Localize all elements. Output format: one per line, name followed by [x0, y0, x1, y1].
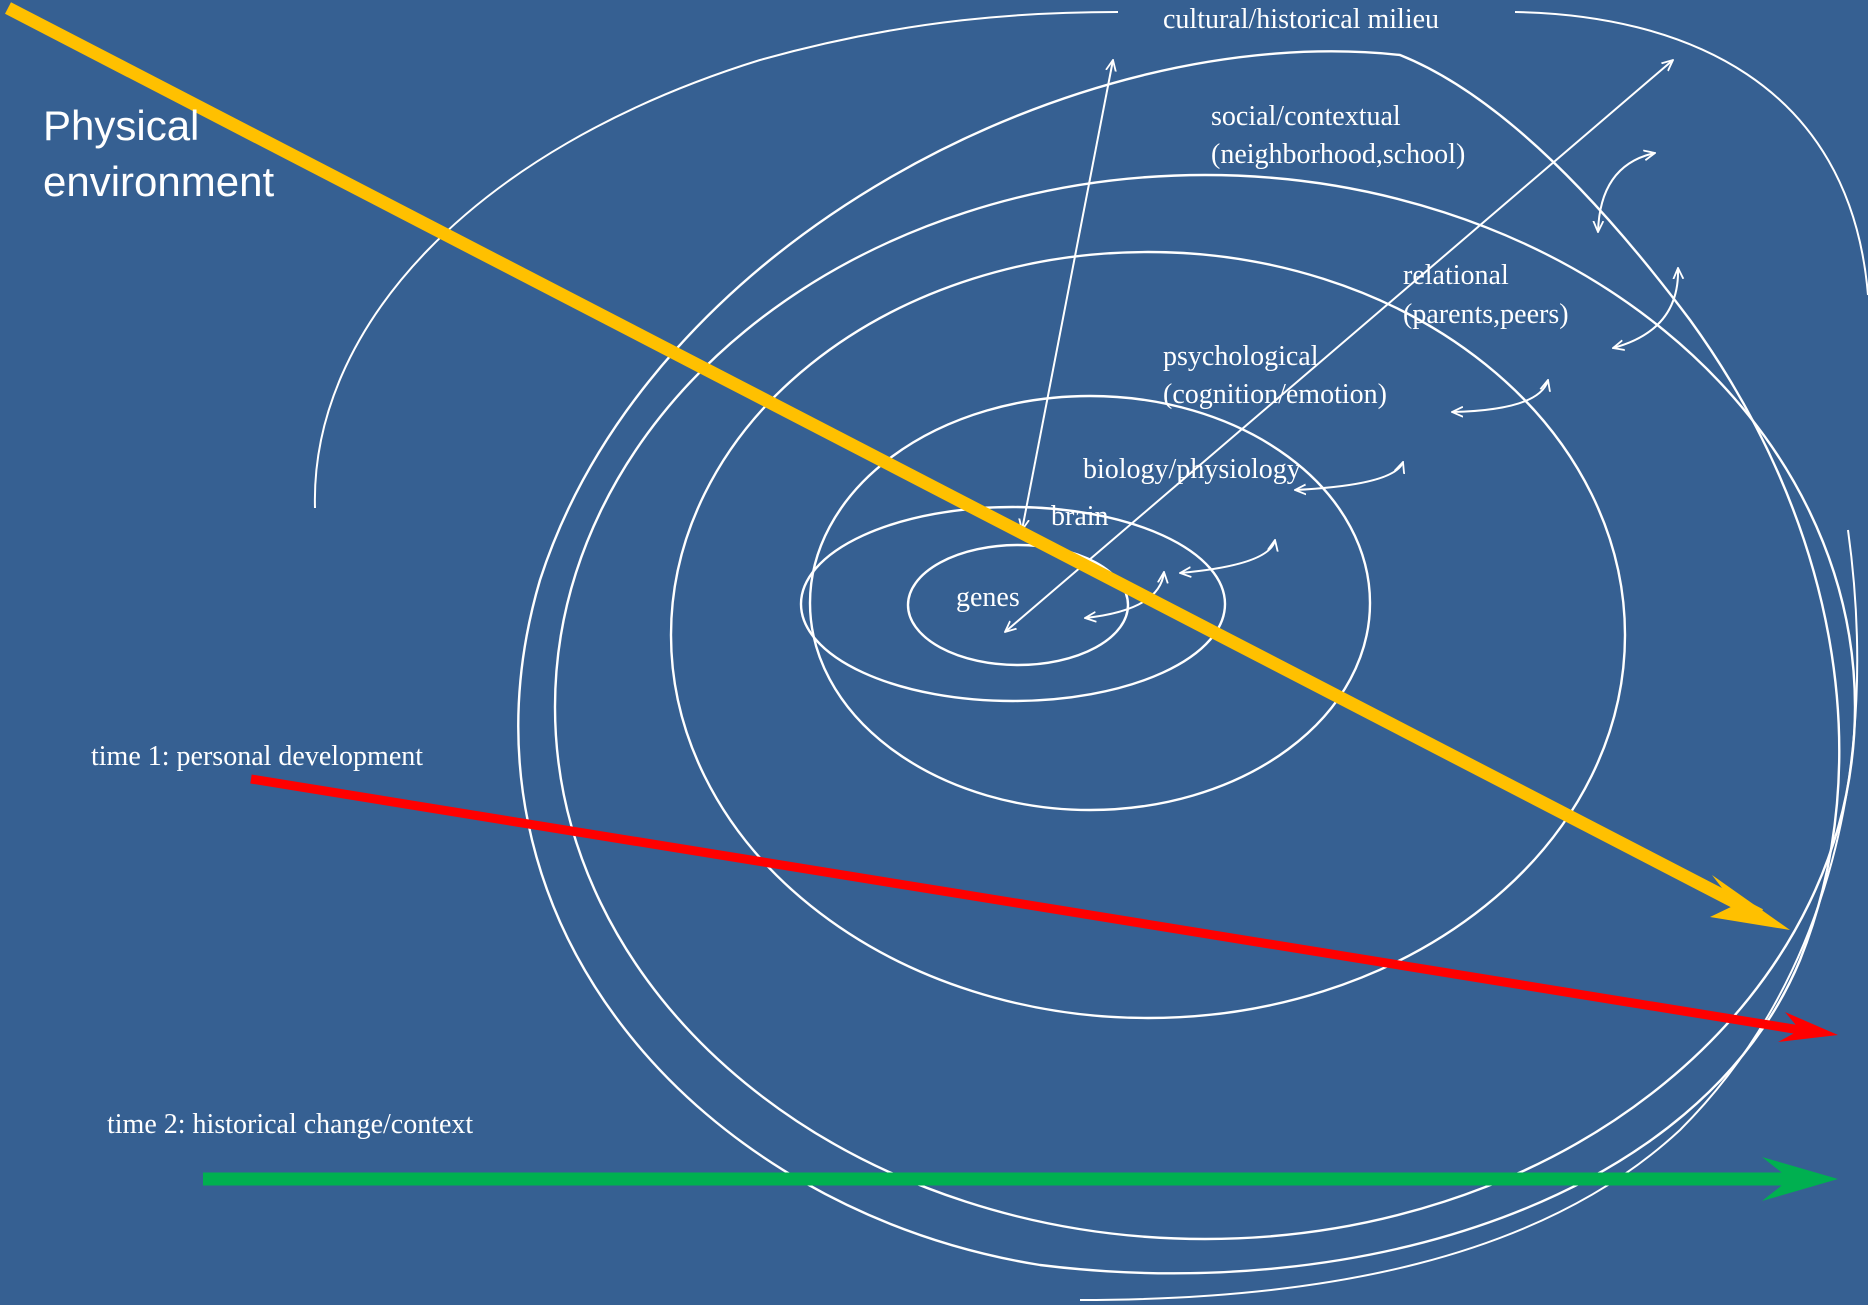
label-social-line2: (neighborhood,school)	[1211, 139, 1465, 170]
label-brain: brain	[1051, 501, 1109, 532]
label-physical-line2: environment	[43, 158, 274, 205]
system-rings	[517, 50, 1857, 1275]
level-interaction-arrows	[1085, 153, 1678, 618]
cultural-milieu-arc-right	[1514, 11, 1868, 296]
label-relational-line2: (parents,peers)	[1403, 299, 1569, 330]
interaction-arrow-brain-biology	[1180, 540, 1275, 573]
ring-social	[517, 50, 1841, 1275]
physical-arrow-shaft	[5, 2, 1763, 921]
label-psychological-line1: psychological	[1163, 341, 1319, 372]
label-biology: biology/physiology	[1083, 454, 1301, 485]
physical-arrow-head	[1710, 875, 1790, 930]
label-psychological-line2: (cognition/emotion)	[1163, 379, 1387, 410]
time1-arrow-shaft	[250, 774, 1801, 1035]
physical-environment-arrow	[5, 2, 1790, 930]
interaction-arrow-genes-brain	[1085, 572, 1164, 618]
interaction-arrow-biology-psych	[1295, 462, 1403, 490]
time1-arrow-head	[1778, 1012, 1838, 1042]
time2-arrow-head	[1762, 1157, 1838, 1201]
ring-relational	[553, 173, 1857, 1241]
label-relational-line1: relational	[1403, 260, 1509, 291]
time1-arrow	[250, 774, 1838, 1042]
label-physical-line1: Physical	[43, 102, 199, 149]
interaction-arrow-social-cultural	[1598, 153, 1655, 232]
cultural-milieu-arc	[313, 11, 1119, 509]
label-time1: time 1: personal development	[91, 741, 423, 772]
label-cultural: cultural/historical milieu	[1163, 4, 1439, 35]
label-social-line1: social/contextual	[1211, 101, 1401, 132]
interaction-arrow-psych-relational	[1452, 380, 1548, 412]
label-genes: genes	[956, 582, 1020, 613]
time2-arrow	[203, 1157, 1838, 1201]
radial-arrow-diagonal	[1005, 60, 1673, 632]
cultural-milieu-arc-lower	[1079, 529, 1859, 1301]
interaction-arrow-relational-social	[1613, 268, 1678, 348]
label-time2: time 2: historical change/context	[107, 1109, 473, 1140]
